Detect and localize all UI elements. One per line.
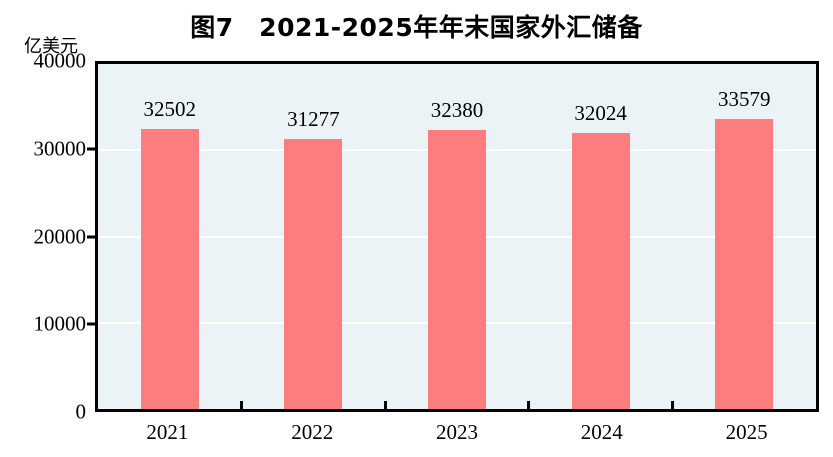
y-axis-tick-mark <box>87 322 95 326</box>
y-axis-tick-label-30000: 30000 <box>33 136 87 161</box>
x-axis-tick-mark <box>670 401 674 409</box>
bar-2023 <box>428 129 486 409</box>
x-axis-tick-mark <box>383 401 387 409</box>
y-axis-tick-marks <box>87 61 95 412</box>
x-axis-label-2021: 2021 <box>146 420 189 444</box>
x-axis-label-2024: 2024 <box>580 420 623 444</box>
plot-area: 32502 31277 32380 32024 33579 <box>95 61 819 412</box>
bar-value-label-2022: 31277 <box>287 107 340 132</box>
y-axis-tick-mark <box>87 235 95 238</box>
y-axis-tick-mark <box>87 147 95 151</box>
x-axis-label-2022: 2022 <box>291 420 334 444</box>
y-axis-tick-labels: 0 10000 20000 30000 40000 <box>0 50 87 422</box>
x-axis-label-2025: 2025 <box>725 420 768 444</box>
y-axis-tick-label-20000: 20000 <box>33 224 87 248</box>
x-axis-category-labels: 2021 2022 2023 2024 2025 <box>95 419 819 445</box>
x-axis-label-2023: 2023 <box>435 420 478 444</box>
plot-inner-area: 32502 31277 32380 32024 33579 <box>98 64 816 409</box>
y-axis-tick-label-0: 0 <box>75 399 87 424</box>
y-axis-tick-label-10000: 10000 <box>33 311 87 336</box>
bar-value-label-2025: 33579 <box>717 87 771 112</box>
y-axis-unit-label: 亿美元 <box>24 36 78 57</box>
bar-value-label-2024: 32024 <box>574 100 627 125</box>
bar-value-label-2023: 32380 <box>430 97 484 122</box>
chart-title: 图7 2021-2025年年末国家外汇储备 <box>190 13 643 42</box>
bar-2022 <box>284 139 343 409</box>
bar-2021 <box>140 128 199 409</box>
x-axis-tick-mark <box>527 401 531 409</box>
x-axis-tick-mark <box>240 401 244 409</box>
bar-value-label-2021: 32502 <box>143 96 197 121</box>
bar-2024 <box>571 132 630 409</box>
bar-2025 <box>715 119 774 409</box>
y-axis-tick-label-40000: 40000 <box>33 48 87 73</box>
